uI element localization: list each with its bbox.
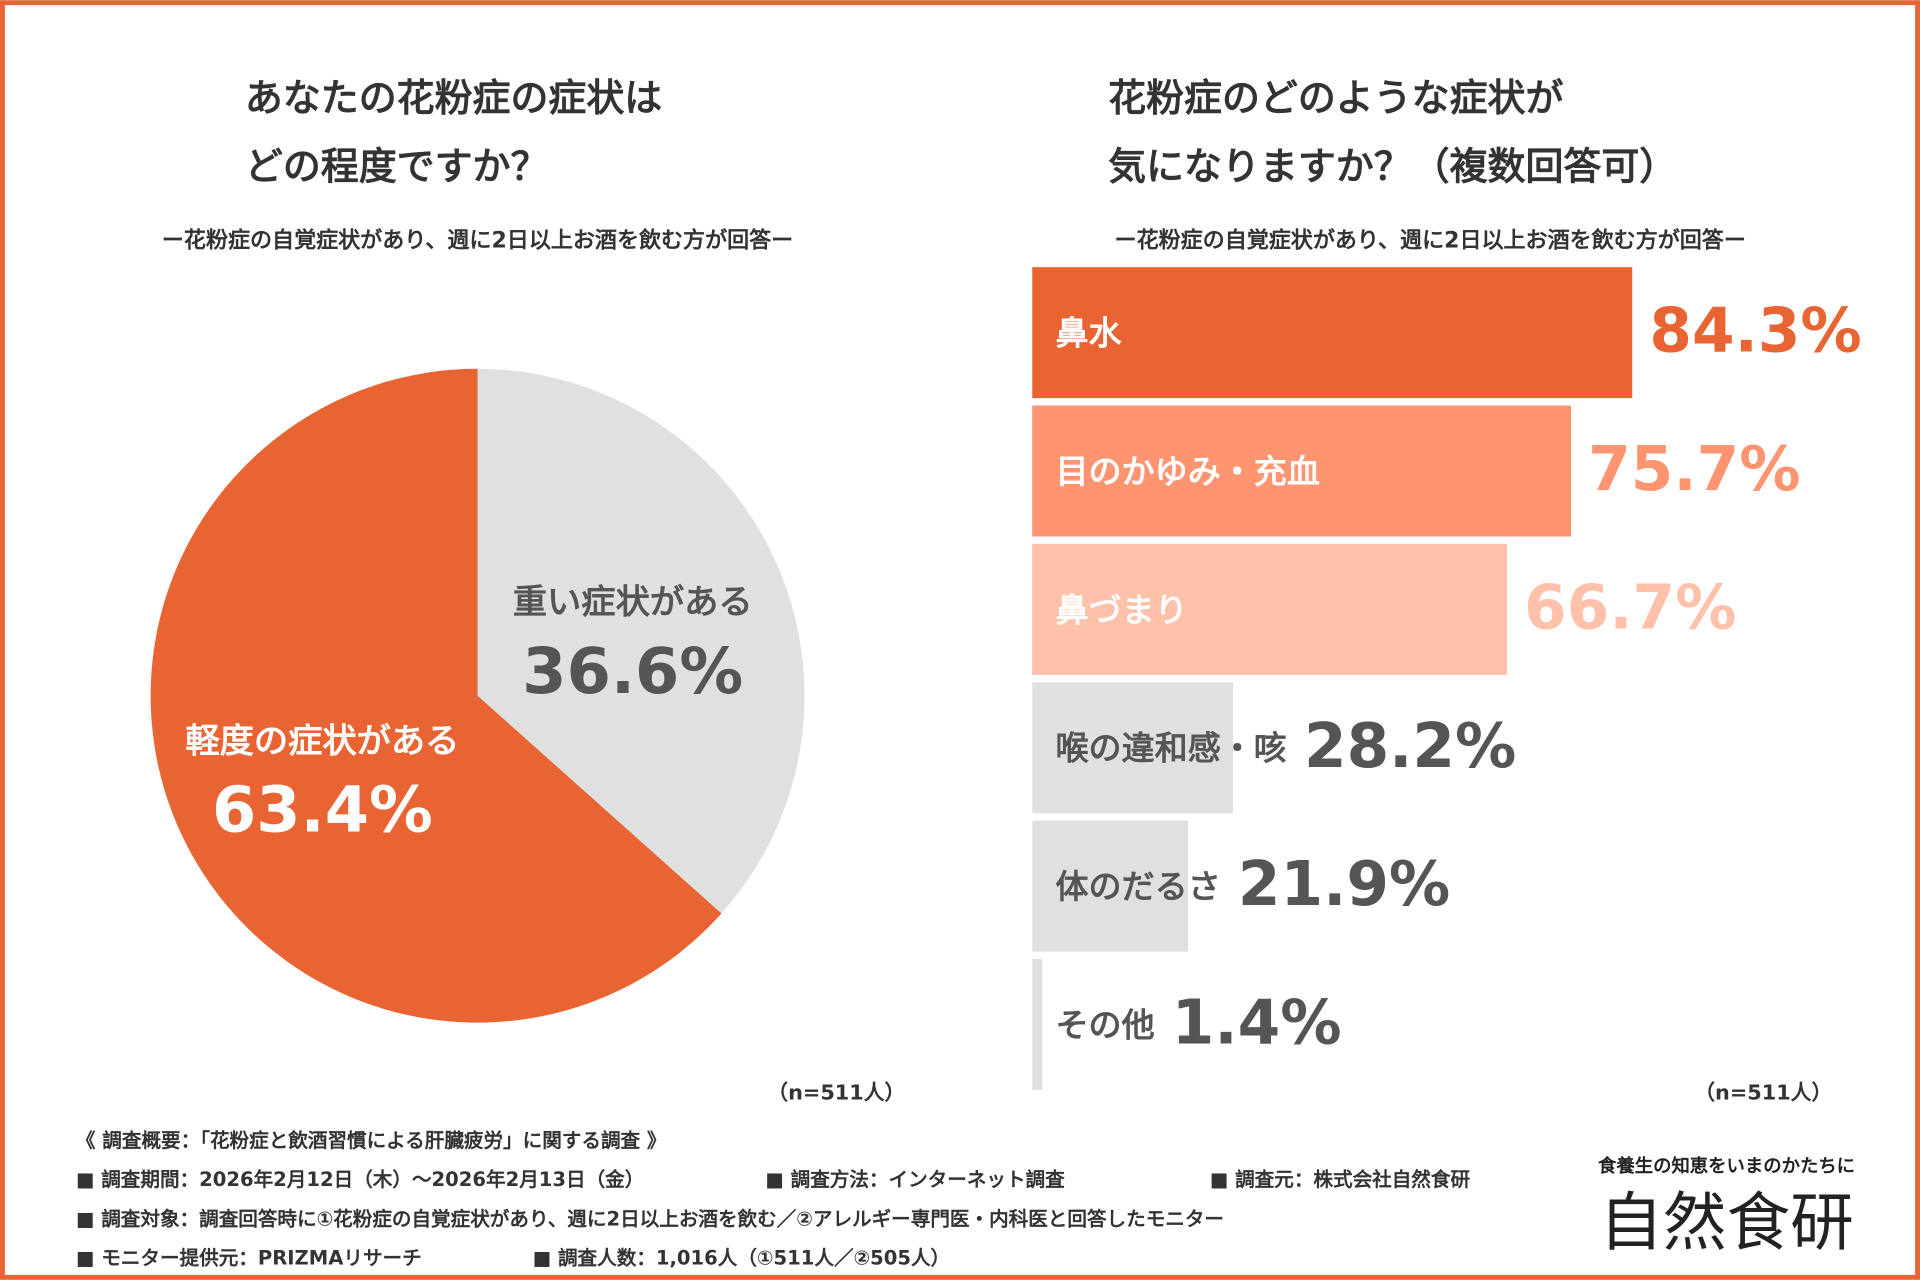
bar — [1032, 820, 1189, 952]
chart-title: 花粉症のどのような症状が — [1108, 76, 1563, 120]
bar-label: 鼻づまり — [1056, 590, 1188, 629]
pie-slice — [150, 368, 722, 1023]
slice-value: 63.4% — [212, 774, 433, 848]
bar-label: その他 — [1056, 1005, 1155, 1044]
bar — [1032, 682, 1233, 814]
bar — [1032, 405, 1572, 537]
footer-item: ■ 調査期間：2026年2月12日（木）〜2026年2月13日（金） — [76, 1168, 644, 1191]
bar-label: 体のだるさ — [1056, 867, 1221, 906]
footer-heading: 《 調査概要：「花粉症と飲酒習慣による肝臓疲労」に関する調査 》 — [76, 1129, 667, 1152]
chart-subtitle: ー花粉症の自覚症状があり、週に2日以上お酒を飲む方が回答ー — [162, 227, 793, 253]
logo-tagline: 食養生の知恵をいまのかたちに — [1597, 1155, 1855, 1177]
bar-label: 喉の違和感・咳 — [1056, 729, 1287, 768]
chart-title: あなたの花粉症の症状は — [245, 76, 662, 120]
bar-label: 目のかゆみ・充血 — [1056, 452, 1320, 491]
bar — [1032, 267, 1633, 399]
bar-value: 1.4% — [1172, 988, 1342, 1059]
slice-label: 重い症状がある — [513, 583, 753, 623]
slice-value: 36.6% — [522, 635, 743, 709]
chart-title: どの程度ですか？ — [245, 145, 549, 189]
chart-subtitle: ー花粉症の自覚症状があり、週に2日以上お酒を飲む方が回答ー — [1115, 227, 1746, 253]
bar-value: 75.7% — [1588, 434, 1800, 505]
bar-value: 21.9% — [1238, 849, 1450, 920]
footer-item: ■ 調査対象：調査回答時に①花粉症の自覚症状があり、週に2日以上お酒を飲む／②ア… — [76, 1207, 1224, 1230]
logo-name: 自然食研 — [1599, 1187, 1854, 1261]
bar — [1032, 958, 1043, 1090]
footer-item: ■ 調査人数：1,016人（①511人／②505人） — [533, 1246, 951, 1269]
bar-value: 84.3% — [1649, 296, 1861, 367]
footer-item: ■ 調査方法：インターネット調査 — [765, 1168, 1065, 1191]
pie-slice — [477, 368, 805, 914]
sample-note: （n=511人） — [767, 1081, 905, 1105]
bar-value: 28.2% — [1304, 711, 1516, 782]
footer-item: ■ モニター提供元：PRIZMAリサーチ — [76, 1246, 422, 1269]
footer-item: ■ 調査元：株式会社自然食研 — [1210, 1168, 1471, 1191]
bar — [1032, 543, 1507, 675]
bar-label: 鼻水 — [1056, 314, 1123, 353]
sample-note: （n=511人） — [1694, 1081, 1832, 1105]
chart-title: 気になりますか？（複数回答可） — [1108, 145, 1677, 189]
slice-label: 軽度の症状がある — [185, 722, 459, 762]
bar-value: 66.7% — [1524, 572, 1736, 643]
